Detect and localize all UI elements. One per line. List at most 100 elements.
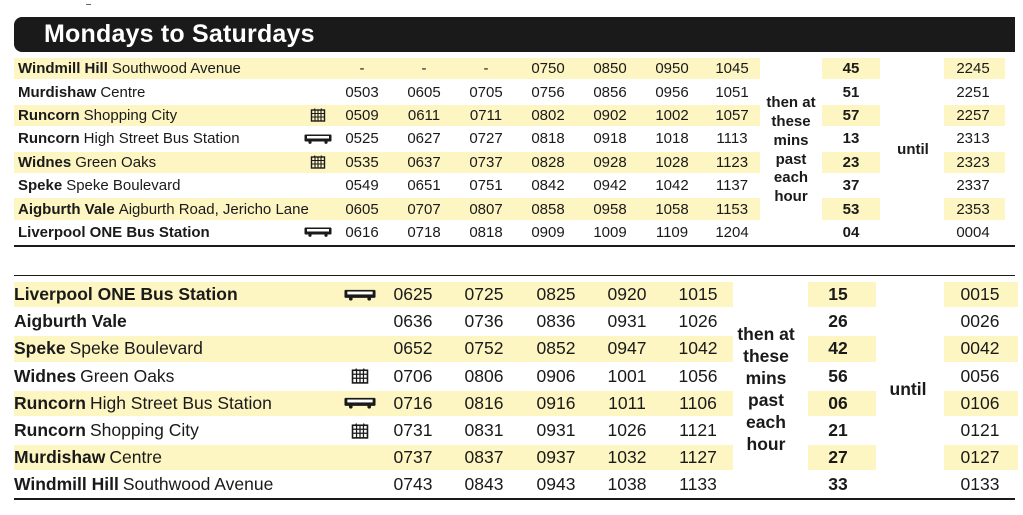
departure-time: 0751 [469, 177, 503, 195]
stop-town: Runcorn [18, 130, 80, 148]
stop-name: Runcorn Shopping City [14, 417, 199, 444]
stop-name: Murdishaw Centre [18, 80, 145, 103]
frequency-note: then at these mins past each hour [736, 281, 796, 499]
departure-time: 1028 [655, 153, 689, 171]
row-band [14, 151, 760, 173]
departure-time: 0705 [469, 83, 503, 101]
stop-town: Liverpool ONE Bus Station [18, 223, 210, 241]
stop-detail: High Street Bus Station [83, 130, 240, 148]
departure-time: - [359, 60, 365, 78]
departure-time: 1038 [607, 474, 647, 495]
stop-name: Windmill Hill Southwood Avenue [14, 471, 273, 498]
mins-band [808, 336, 876, 362]
stop-detail: Green Oaks [75, 153, 157, 171]
table-row: Murdishaw Centre 0737 0837 0937 1032 1127 27 012… [0, 444, 1023, 471]
departure-time: 1002 [655, 106, 689, 124]
bus-icon [302, 221, 334, 244]
departure-time: 1153 [715, 200, 749, 218]
departure-time: 0818 [531, 130, 565, 148]
stop-town: Windmill Hill [14, 474, 119, 495]
stop-name: Speke Speke Boulevard [18, 174, 180, 197]
mins-band [822, 58, 880, 80]
stop-name: Widnes Green Oaks [14, 363, 174, 390]
departure-time: 0931 [536, 420, 576, 441]
departure-time: 0850 [593, 60, 627, 78]
departure-time: 0706 [393, 365, 433, 386]
table-row: Runcorn Shopping City 0731 0831 0931 1026 1121… [0, 417, 1023, 444]
departure-time: 0652 [393, 338, 433, 359]
table-row: Aigburth Vale 0636 0736 0836 0931 1026 26 0026 [0, 308, 1023, 335]
departure-time: 0503 [345, 83, 379, 101]
departure-time: 0837 [464, 447, 504, 468]
departure-time: 1045 [715, 60, 749, 78]
last-departure: 2337 [956, 177, 990, 195]
stop-town: Widnes [18, 153, 72, 171]
minutes-past-hour: 33 [828, 474, 848, 495]
stop-name: Speke Speke Boulevard [14, 335, 203, 362]
table-row: Windmill Hill Southwood Avenue - - - 0750 0850… [0, 57, 1023, 80]
shopping-icon [344, 363, 376, 390]
shopping-icon [302, 151, 334, 174]
departure-time: 0836 [536, 311, 576, 332]
departure-time: 0616 [345, 223, 379, 241]
departure-time: 0716 [393, 392, 433, 413]
mins-band [822, 198, 880, 220]
departure-time: 0707 [407, 200, 441, 218]
shopping-icon [302, 104, 334, 127]
departure-time: 0920 [607, 284, 647, 305]
until-label: until [889, 378, 927, 399]
departure-time: 0958 [593, 200, 627, 218]
stop-town: Runcorn [18, 106, 80, 124]
stop-town: Speke [18, 177, 63, 195]
last-band [944, 151, 1005, 173]
departure-time: 0902 [593, 106, 627, 124]
row-band [14, 445, 733, 471]
table-row: Liverpool ONE Bus Station 0616 0718 0818 090… [0, 221, 1023, 244]
minutes-past-hour: 27 [828, 447, 848, 468]
last-departure: 0106 [960, 392, 1000, 413]
table-row: Aigburth Vale Aigburth Road, Jericho Lane… [0, 197, 1023, 220]
mins-band [822, 151, 880, 173]
bus-icon [344, 281, 376, 308]
stop-name: Aigburth Vale Aigburth Road, Jericho Lane [18, 197, 309, 220]
departure-time: 0605 [407, 83, 441, 101]
last-departure: 0121 [960, 420, 1000, 441]
last-departure: 2323 [956, 153, 990, 171]
departure-time: 0931 [607, 311, 647, 332]
last-band [944, 198, 1005, 220]
stop-town: Murdishaw [18, 83, 97, 101]
minutes-past-hour: 45 [842, 60, 860, 78]
departure-time: 0627 [407, 130, 441, 148]
departure-time: 1026 [678, 311, 718, 332]
frequency-note: then at these mins past each hour [763, 57, 819, 245]
bus-icon [344, 390, 376, 417]
last-band [944, 336, 1018, 362]
departure-time: 1001 [607, 365, 647, 386]
row-band [14, 198, 760, 220]
departure-time: 1109 [655, 223, 689, 241]
last-departure: 2353 [956, 200, 990, 218]
stop-name: Liverpool ONE Bus Station [18, 221, 214, 244]
departure-time: 0651 [407, 177, 441, 195]
stop-detail: High Street Bus Station [89, 392, 272, 413]
stop-detail: Shopping City [83, 106, 178, 124]
departure-time: 0637 [407, 153, 441, 171]
departure-time: 1204 [715, 223, 749, 241]
last-departure: 2251 [956, 83, 990, 101]
last-departure: 0026 [960, 311, 1000, 332]
timetable-header: Mondays to Saturdays [14, 17, 1015, 52]
minutes-past-hour: 13 [842, 130, 860, 148]
divider [14, 245, 1015, 247]
departure-time: 0711 [469, 106, 503, 124]
departure-time: 0956 [655, 83, 689, 101]
table-row: Speke Speke Boulevard 0549 0651 0751 0842 0942… [0, 174, 1023, 197]
departure-time: 0843 [464, 474, 504, 495]
last-departure: 0133 [960, 474, 1000, 495]
departure-time: 0928 [593, 153, 627, 171]
departure-time: 1042 [655, 177, 689, 195]
until-label: until [897, 141, 929, 159]
minutes-past-hour: 53 [842, 200, 860, 218]
minutes-past-hour: 04 [842, 223, 860, 241]
stop-detail: Speke Boulevard [69, 338, 203, 359]
table-row: Widnes Green Oaks 0535 0637 0737 0828 0928 1028… [0, 151, 1023, 174]
